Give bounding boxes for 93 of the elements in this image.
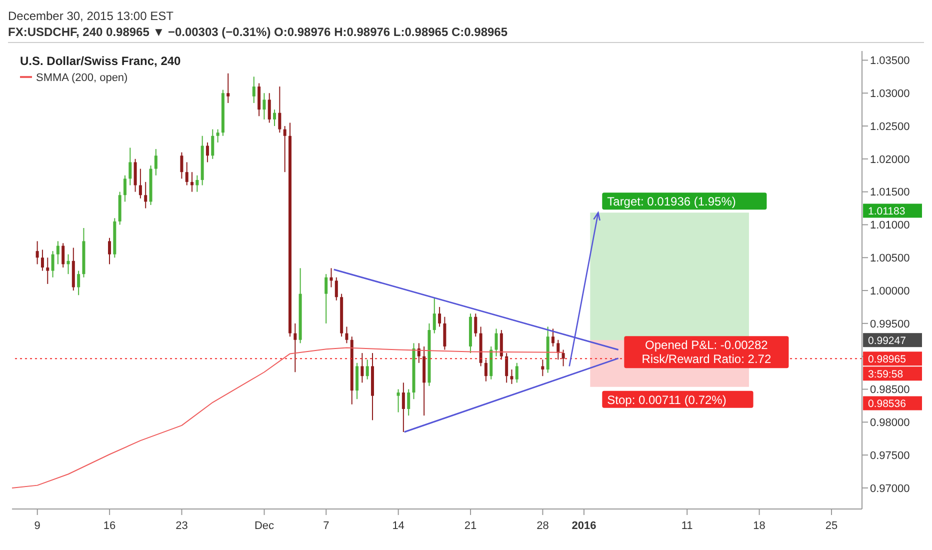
x-tick-label: 16 bbox=[103, 520, 116, 532]
ref-line-label: 0.98965 bbox=[868, 354, 906, 366]
x-tick-label: 2016 bbox=[572, 520, 596, 532]
legend-label: SMMA (200, open) bbox=[36, 72, 128, 84]
candlestick bbox=[484, 359, 488, 382]
candlestick bbox=[108, 237, 112, 265]
y-tick-label: 1.02000 bbox=[870, 154, 910, 166]
y-tick-label: 1.01500 bbox=[870, 186, 910, 199]
candlestick bbox=[62, 242, 65, 268]
text: 1.01183 bbox=[868, 206, 906, 218]
candlestick bbox=[185, 162, 188, 186]
candlestick bbox=[138, 168, 142, 199]
candlestick bbox=[556, 339, 560, 360]
y-tick-label: 0.97000 bbox=[870, 482, 910, 495]
x-tick-label: 25 bbox=[825, 520, 838, 532]
y-tick-label: 1.00000 bbox=[870, 285, 910, 298]
candlestick bbox=[36, 240, 39, 265]
y-tick-label: 0.99500 bbox=[870, 318, 910, 330]
x-tick-label: 28 bbox=[536, 520, 549, 532]
candlestick bbox=[283, 126, 286, 173]
candlestick bbox=[216, 128, 220, 143]
y-tick-label: 1.01000 bbox=[870, 220, 910, 232]
text: 3:59:58 bbox=[868, 368, 904, 381]
candlestick bbox=[190, 172, 194, 192]
band-label: Stop: 0.00711 (0.72%) bbox=[607, 392, 726, 407]
candlestick bbox=[51, 250, 54, 278]
candlestick bbox=[474, 313, 478, 338]
candlestick bbox=[432, 297, 436, 334]
candlestick bbox=[211, 128, 214, 160]
candlestick bbox=[330, 268, 333, 288]
candlestick bbox=[278, 86, 282, 134]
candlestick bbox=[273, 109, 276, 127]
text: 0.98536 bbox=[868, 398, 906, 410]
x-tick-label: 11 bbox=[681, 520, 693, 532]
candlestick bbox=[258, 82, 261, 117]
y-tick-label: 1.02500 bbox=[870, 120, 910, 133]
candlestick bbox=[206, 142, 209, 163]
candlestick bbox=[407, 388, 410, 416]
x-tick-label: 7 bbox=[323, 520, 330, 532]
candlestick bbox=[226, 72, 230, 104]
candlestick bbox=[438, 306, 442, 328]
text: December 30, 2015 13:00 EST bbox=[8, 8, 174, 24]
candlestick bbox=[360, 352, 364, 384]
candlestick bbox=[541, 359, 544, 377]
y-tick-label: 0.98500 bbox=[870, 384, 910, 396]
y-tick-label: 1.03000 bbox=[870, 88, 910, 100]
y-tick-label: 0.98000 bbox=[870, 417, 910, 430]
candlestick bbox=[196, 174, 199, 192]
candlestick bbox=[268, 92, 271, 124]
candlestick bbox=[134, 158, 137, 192]
candlestick bbox=[40, 249, 44, 272]
y-tick-label: 0.97500 bbox=[870, 450, 910, 462]
x-tick-label: 14 bbox=[392, 520, 404, 532]
candlestick bbox=[180, 152, 184, 180]
candlestick bbox=[46, 257, 50, 284]
band-label: Target: 0.01936 (1.95%) bbox=[607, 194, 736, 209]
candlestick bbox=[77, 270, 80, 296]
candlestick bbox=[128, 147, 132, 186]
y-tick-label: 1.03500 bbox=[870, 55, 910, 68]
candlestick bbox=[494, 328, 498, 357]
line-series bbox=[12, 347, 564, 488]
candlestick bbox=[396, 388, 400, 413]
x-tick-label: 18 bbox=[753, 520, 766, 532]
candlestick bbox=[562, 349, 565, 367]
candlestick bbox=[123, 174, 126, 202]
chart-title: U.S. Dollar/Swiss Franc, 240 bbox=[20, 54, 182, 68]
candlestick bbox=[154, 148, 158, 176]
candlestick bbox=[252, 76, 256, 104]
candlestick bbox=[500, 330, 503, 360]
candlestick bbox=[66, 254, 70, 275]
x-tick-label: 23 bbox=[176, 520, 188, 532]
x-tick-label: 21 bbox=[464, 520, 477, 532]
candlestick bbox=[56, 240, 60, 265]
x-tick-label: Dec bbox=[254, 520, 275, 532]
candlestick bbox=[366, 359, 369, 380]
candlestick bbox=[510, 368, 514, 384]
candlestick bbox=[443, 316, 446, 350]
candlestick bbox=[262, 92, 266, 120]
candlestick bbox=[294, 322, 297, 373]
annotation: Opened P&L: -0.00282 bbox=[645, 338, 768, 352]
x-tick-label: 9 bbox=[34, 520, 40, 532]
candlestick bbox=[505, 352, 508, 384]
candlestick bbox=[345, 326, 348, 344]
text: 0.99247 bbox=[868, 335, 906, 348]
candlestick bbox=[144, 181, 148, 209]
annotation: Risk/Reward Ratio: 2.72 bbox=[642, 352, 772, 366]
candlestick bbox=[551, 328, 554, 347]
text: FX:USDCHF, 240 0.98965 ▼ −0.00303 (−0.31%) O:0.98976 H:0.98976 L:0.98965 C:0.98965 bbox=[8, 24, 509, 40]
y-tick-label: 1.00500 bbox=[870, 252, 910, 265]
candlestick bbox=[324, 274, 328, 324]
candlestick bbox=[515, 362, 518, 384]
candlestick bbox=[334, 276, 338, 301]
candlestick bbox=[402, 382, 405, 433]
